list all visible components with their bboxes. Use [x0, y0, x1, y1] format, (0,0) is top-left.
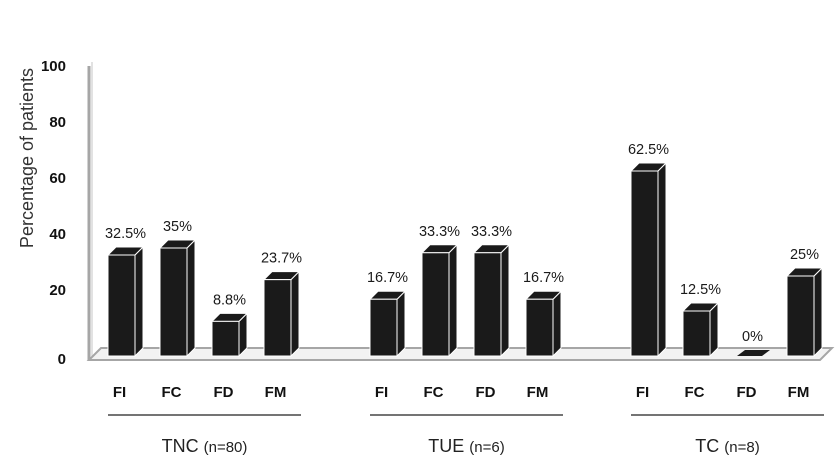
data-label: 33.3%: [471, 224, 512, 240]
axes: [86, 62, 835, 416]
bar: [211, 320, 240, 357]
group-sample-size: (n=8): [724, 439, 759, 456]
bar: [630, 170, 659, 357]
data-label: 12.5%: [680, 282, 721, 298]
group-name: TC: [695, 436, 724, 456]
data-label: 0%: [742, 329, 763, 345]
bar: [421, 252, 450, 357]
x-tick-label: FI: [113, 384, 126, 401]
x-tick-label: FD: [214, 384, 234, 401]
y-tick-label: 60: [49, 170, 66, 187]
x-tick-label: FI: [375, 384, 388, 401]
bar-side: [500, 243, 510, 358]
x-tick-label: FD: [737, 384, 757, 401]
x-tick-label: FC: [162, 384, 182, 401]
bar-side: [186, 238, 196, 358]
group-name: TNC: [162, 436, 204, 456]
data-label: 35%: [163, 219, 192, 235]
data-label: 16.7%: [367, 270, 408, 286]
chart-floor: [86, 347, 835, 361]
group-label: TNC (n=80): [162, 436, 248, 456]
bar: [682, 310, 711, 357]
bar-side: [134, 245, 144, 358]
y-tick-label: 40: [49, 226, 66, 243]
bar: [263, 279, 292, 357]
bar-side: [813, 266, 823, 358]
data-label: 32.5%: [105, 226, 146, 242]
bar: [107, 254, 136, 357]
bar: [525, 298, 554, 357]
bars: [106, 161, 824, 358]
group-label: TUE (n=6): [428, 436, 504, 456]
data-label: 62.5%: [628, 142, 669, 158]
data-label: 16.7%: [523, 270, 564, 286]
y-tick-label: 80: [49, 114, 66, 131]
bar-side: [290, 270, 300, 358]
x-tick-label: FM: [527, 384, 549, 401]
data-label: 23.7%: [261, 251, 302, 267]
y-tick-label: 20: [49, 282, 66, 299]
x-tick-label: FI: [636, 384, 649, 401]
y-axis-title: Percentage of patients: [17, 68, 37, 248]
data-label: 8.8%: [213, 292, 246, 308]
group-name: TUE: [428, 436, 469, 456]
labels: 0 20 40 60 80 100 32.5% FI 35% FC 8.8% FD 23.7% FM TNC…: [41, 58, 819, 456]
bar-side: [448, 243, 458, 358]
bar: [369, 298, 398, 357]
x-tick-label: FM: [788, 384, 810, 401]
x-tick-label: FC: [685, 384, 705, 401]
group-label: TC (n=8): [695, 436, 759, 456]
x-tick-label: FC: [424, 384, 444, 401]
group-sample-size: (n=80): [204, 439, 248, 456]
bar: [159, 247, 188, 357]
data-label: 33.3%: [419, 224, 460, 240]
bar: [737, 350, 770, 356]
data-label: 25%: [790, 247, 819, 263]
y-tick-label: 0: [58, 351, 66, 368]
bar: [786, 275, 815, 357]
bar-side: [657, 161, 667, 358]
bar: [473, 252, 502, 357]
y-tick-label: 100: [41, 58, 66, 75]
x-tick-label: FD: [476, 384, 496, 401]
group-sample-size: (n=6): [469, 439, 504, 456]
x-tick-label: FM: [265, 384, 287, 401]
bar-side: [396, 290, 406, 358]
bar-side: [709, 301, 719, 358]
bar-side: [552, 290, 562, 358]
